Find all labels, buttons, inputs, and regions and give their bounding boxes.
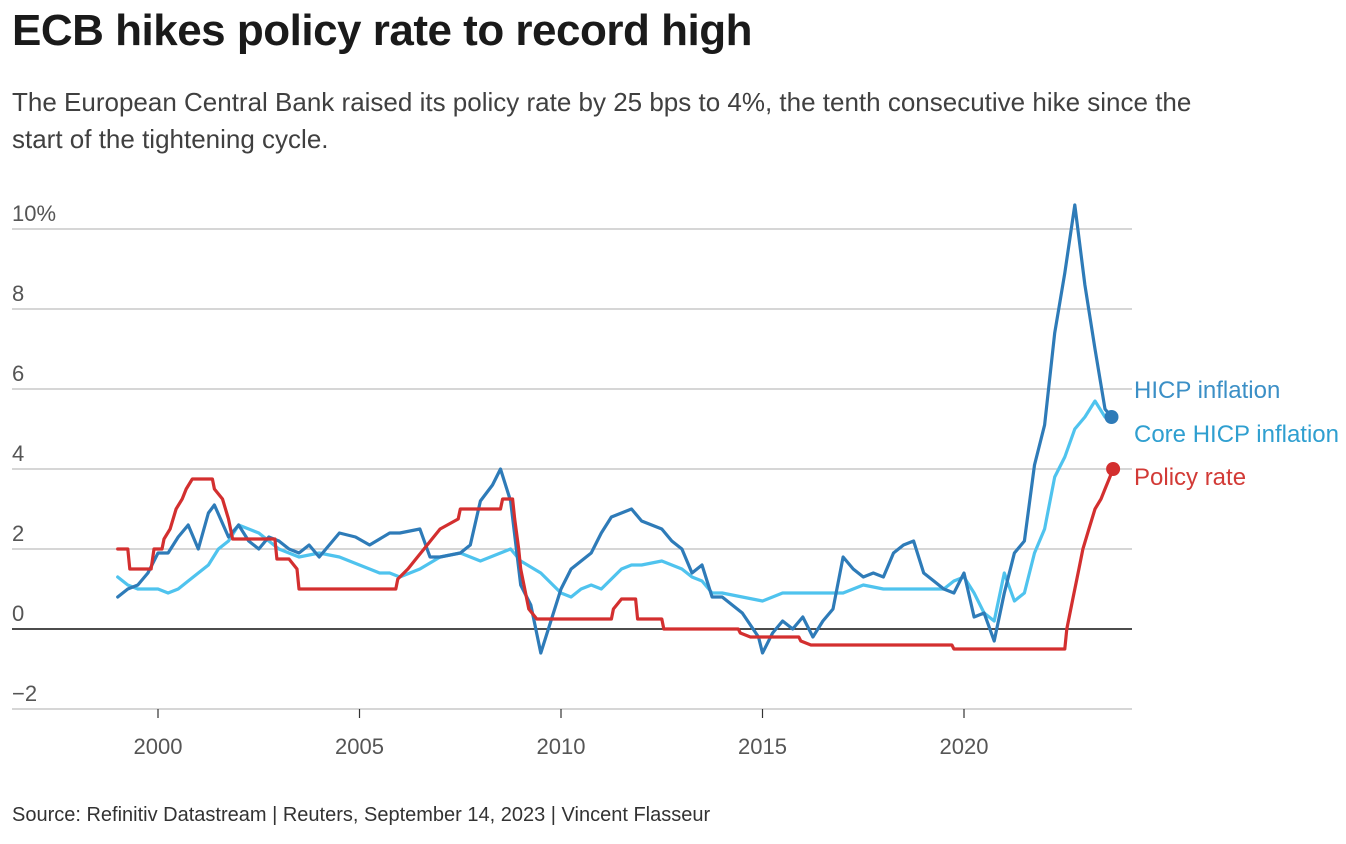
y-tick-label: 8 <box>12 281 24 306</box>
y-tick-label: −2 <box>12 681 37 706</box>
end-marker-policy-rate <box>1106 462 1121 476</box>
x-tick-label: 2010 <box>537 734 586 759</box>
series-labels: HICP inflation Core HICP inflation Policy … <box>1134 377 1339 491</box>
y-tick-label: 10% <box>12 201 56 226</box>
y-tick-label: 2 <box>12 521 24 546</box>
series-line-core-hicp-inflation <box>116 399 1114 623</box>
series-line-policy-rate <box>116 467 1115 651</box>
series-lines <box>116 203 1121 655</box>
y-tick-label: 0 <box>12 601 24 626</box>
end-marker-hicp-inflation <box>1104 410 1119 424</box>
y-tick-label: 4 <box>12 441 24 466</box>
gridlines <box>12 228 1132 710</box>
series-label-hicp-inflation: HICP inflation <box>1134 377 1280 404</box>
chart-title: ECB hikes policy rate to record high <box>12 6 752 55</box>
chart-subtitle: The European Central Bank raised its pol… <box>12 87 1192 154</box>
source-note: Source: Refinitiv Datastream | Reuters, … <box>12 804 711 826</box>
series-line-hicp-inflation <box>116 203 1114 655</box>
y-tick-label: 6 <box>12 361 24 386</box>
x-tick-label: 2005 <box>335 734 384 759</box>
x-tick-label: 2020 <box>940 734 989 759</box>
line-chart: −2 0 2 4 6 8 10% 2000 2005 2010 2015 2020 HICP infl… <box>12 201 1339 759</box>
series-label-policy-rate: Policy rate <box>1134 464 1246 491</box>
series-label-core-hicp-inflation: Core HICP inflation <box>1134 421 1339 448</box>
x-tick-label: 2000 <box>134 734 183 759</box>
x-tick-label: 2015 <box>738 734 787 759</box>
axis-ticks: −2 0 2 4 6 8 10% 2000 2005 2010 2015 2020 <box>12 201 988 759</box>
